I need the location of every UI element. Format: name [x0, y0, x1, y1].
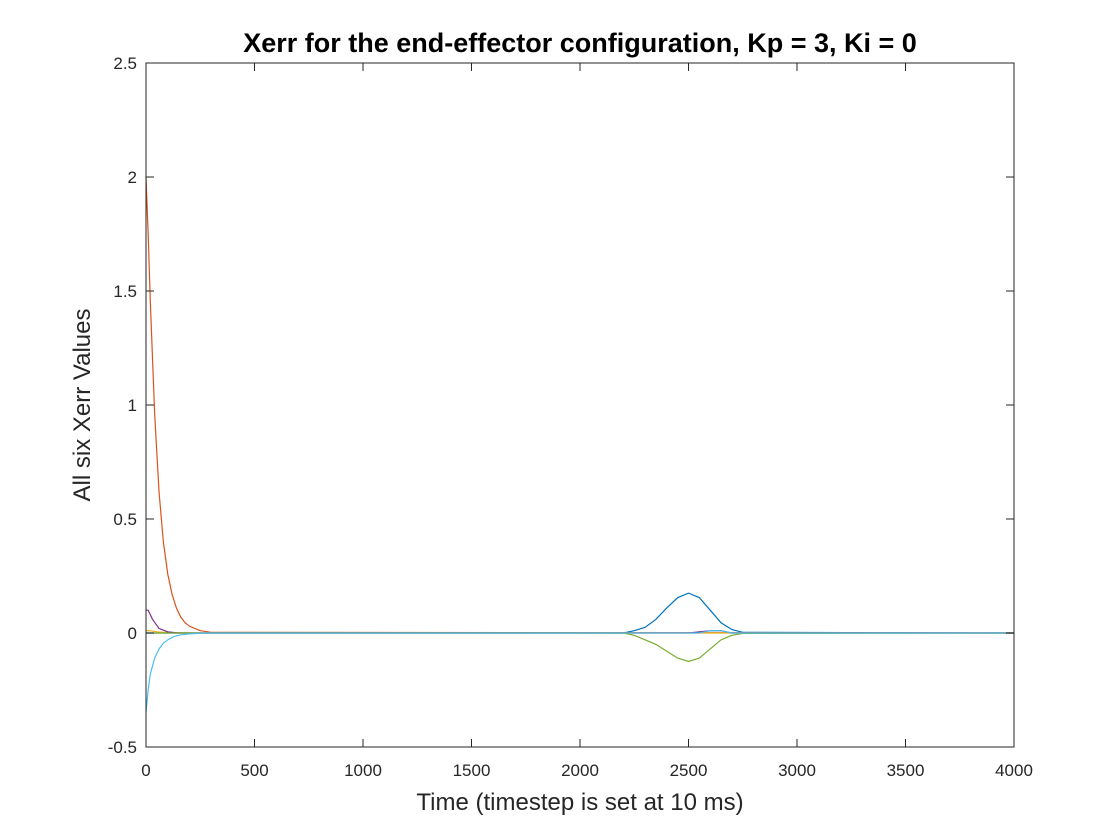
x-tick-label: 0: [141, 761, 150, 780]
y-tick-label: 1: [128, 396, 137, 415]
plot-area-box: [145, 62, 1015, 748]
series-line-5: [146, 632, 1015, 663]
series-line-2: [145, 176, 1015, 634]
x-axis-label: Time (timestep is set at 10 ms): [416, 789, 743, 816]
y-axis-label: All six Xerr Values: [69, 309, 96, 502]
y-tick-label: 2.5: [113, 54, 137, 73]
x-tick-label: 1000: [344, 761, 382, 780]
series-line-4: [146, 609, 1014, 634]
x-tick-label: 4000: [995, 761, 1033, 780]
series-line-6: [145, 630, 1014, 713]
x-tick-label: 2500: [670, 761, 708, 780]
y-tick-label: 2: [128, 168, 137, 187]
series-line-1: [146, 592, 1015, 634]
y-tick-label: -0.5: [108, 738, 137, 757]
x-axis-ticks: 0 500 1000 1500 2000 2500 3000 3500 4000: [141, 63, 1033, 780]
x-tick-label: 1500: [453, 761, 491, 780]
y-tick-label: 0.5: [113, 510, 137, 529]
y-tick-label: 0: [128, 624, 137, 643]
plot-lines: [145, 176, 1015, 713]
x-tick-label: 3500: [887, 761, 925, 780]
x-tick-label: 3000: [778, 761, 816, 780]
x-tick-label: 500: [240, 761, 268, 780]
y-tick-label: 1.5: [113, 282, 137, 301]
y-axis-ticks: -0.5 0 0.5 1 1.5 2 2.5: [108, 54, 1014, 757]
chart-title: Xerr for the end-effector configuration,…: [243, 28, 917, 58]
x-tick-label: 2000: [561, 761, 599, 780]
